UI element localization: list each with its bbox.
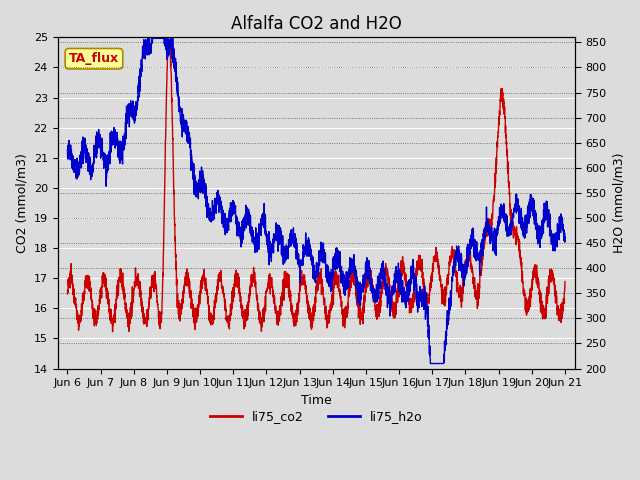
X-axis label: Time: Time	[301, 394, 332, 407]
Text: TA_flux: TA_flux	[69, 52, 119, 65]
Title: Alfalfa CO2 and H2O: Alfalfa CO2 and H2O	[231, 15, 401, 33]
Y-axis label: H2O (mmol/m3): H2O (mmol/m3)	[612, 153, 625, 253]
Y-axis label: CO2 (mmol/m3): CO2 (mmol/m3)	[15, 153, 28, 253]
Legend: li75_co2, li75_h2o: li75_co2, li75_h2o	[205, 406, 427, 429]
